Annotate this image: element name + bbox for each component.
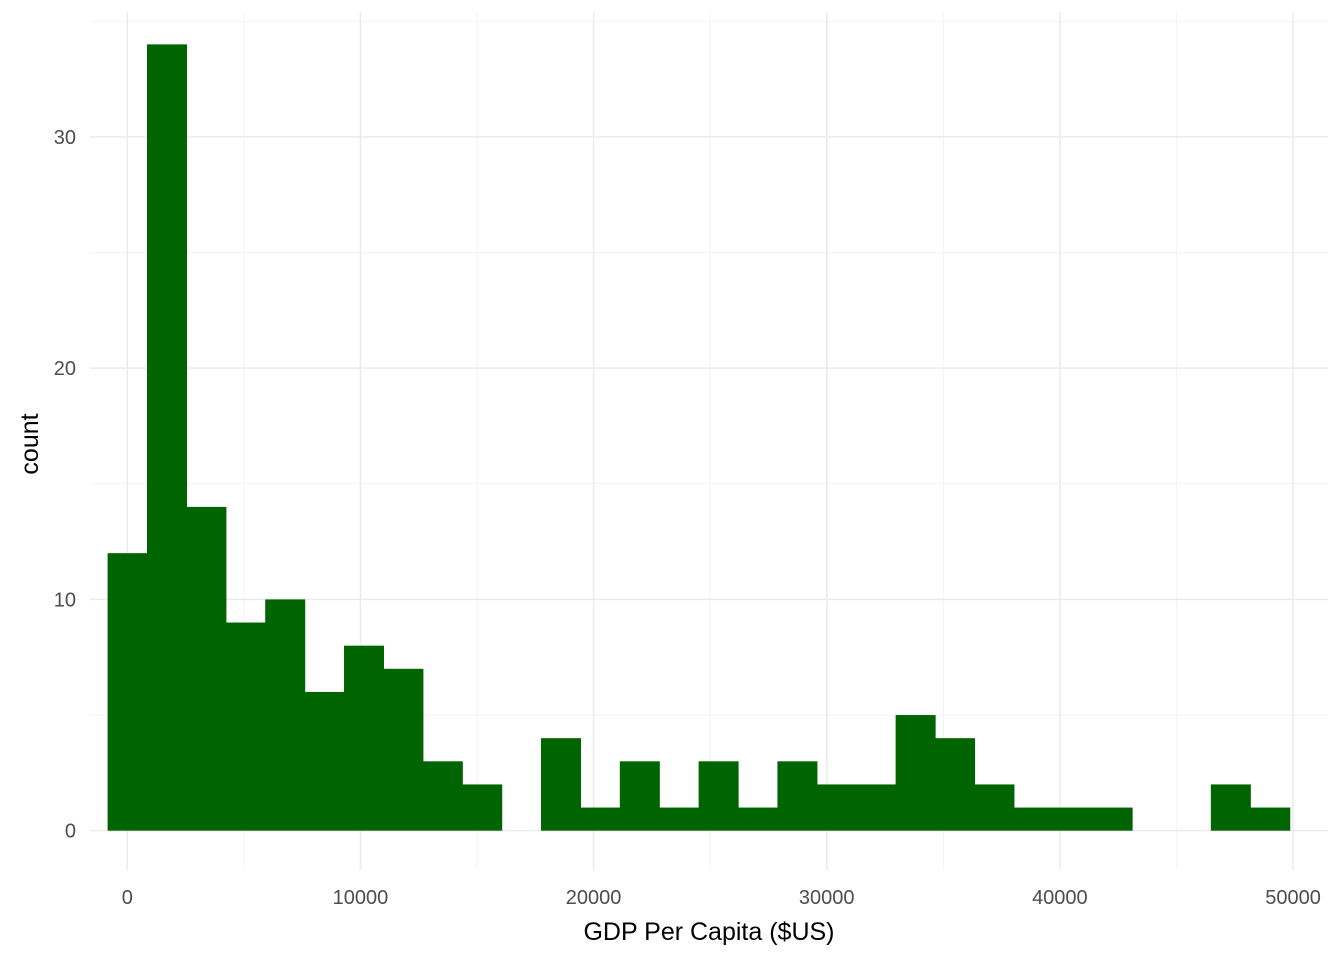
- histogram-bar: [974, 784, 1015, 831]
- histogram-bar: [422, 761, 463, 831]
- histogram-bars: [107, 44, 1291, 831]
- y-tick-label: 0: [65, 821, 76, 843]
- histogram-bar: [895, 715, 936, 831]
- histogram-bar: [344, 645, 385, 831]
- histogram-bar: [265, 599, 306, 831]
- y-tick-label: 30: [54, 127, 76, 149]
- histogram-bar: [1250, 807, 1291, 831]
- histogram-bar: [383, 668, 424, 831]
- y-tick-label: 20: [54, 358, 76, 380]
- histogram-bar: [580, 807, 621, 831]
- histogram-bar: [186, 506, 227, 831]
- x-tick-label: 20000: [566, 887, 622, 909]
- histogram-bar: [304, 691, 345, 831]
- y-tick-label: 10: [54, 589, 76, 611]
- x-tick-label: 50000: [1265, 887, 1321, 909]
- x-tick-label: 10000: [333, 887, 389, 909]
- x-tick-label: 0: [122, 887, 133, 909]
- minor-gridlines: [90, 12, 1328, 870]
- histogram-bar: [856, 784, 897, 831]
- y-axis-title: count: [16, 413, 44, 474]
- histogram-bar: [147, 44, 188, 831]
- histogram-bar: [541, 738, 582, 831]
- histogram-bar: [1092, 807, 1133, 831]
- y-axis-tick-labels: 0 10 20 30: [54, 127, 76, 843]
- histogram-bar: [462, 784, 503, 831]
- histogram-bar: [659, 807, 700, 831]
- x-axis-title: GDP Per Capita ($US): [583, 918, 834, 946]
- histogram-bar: [107, 553, 148, 831]
- histogram-bar: [816, 784, 857, 831]
- histogram-bar: [1210, 784, 1251, 831]
- histogram-bar: [738, 807, 779, 831]
- histogram-bar: [698, 761, 739, 831]
- histogram-bar: [777, 761, 818, 831]
- histogram-bar: [1053, 807, 1094, 831]
- x-tick-label: 30000: [799, 887, 855, 909]
- x-tick-label: 40000: [1032, 887, 1088, 909]
- histogram-bar: [1013, 807, 1054, 831]
- histogram-bar: [935, 738, 976, 831]
- x-axis-tick-labels: 0 10000 20000 30000 40000 50000: [122, 887, 1321, 909]
- histogram-bar: [225, 622, 266, 831]
- histogram-bar: [619, 761, 660, 831]
